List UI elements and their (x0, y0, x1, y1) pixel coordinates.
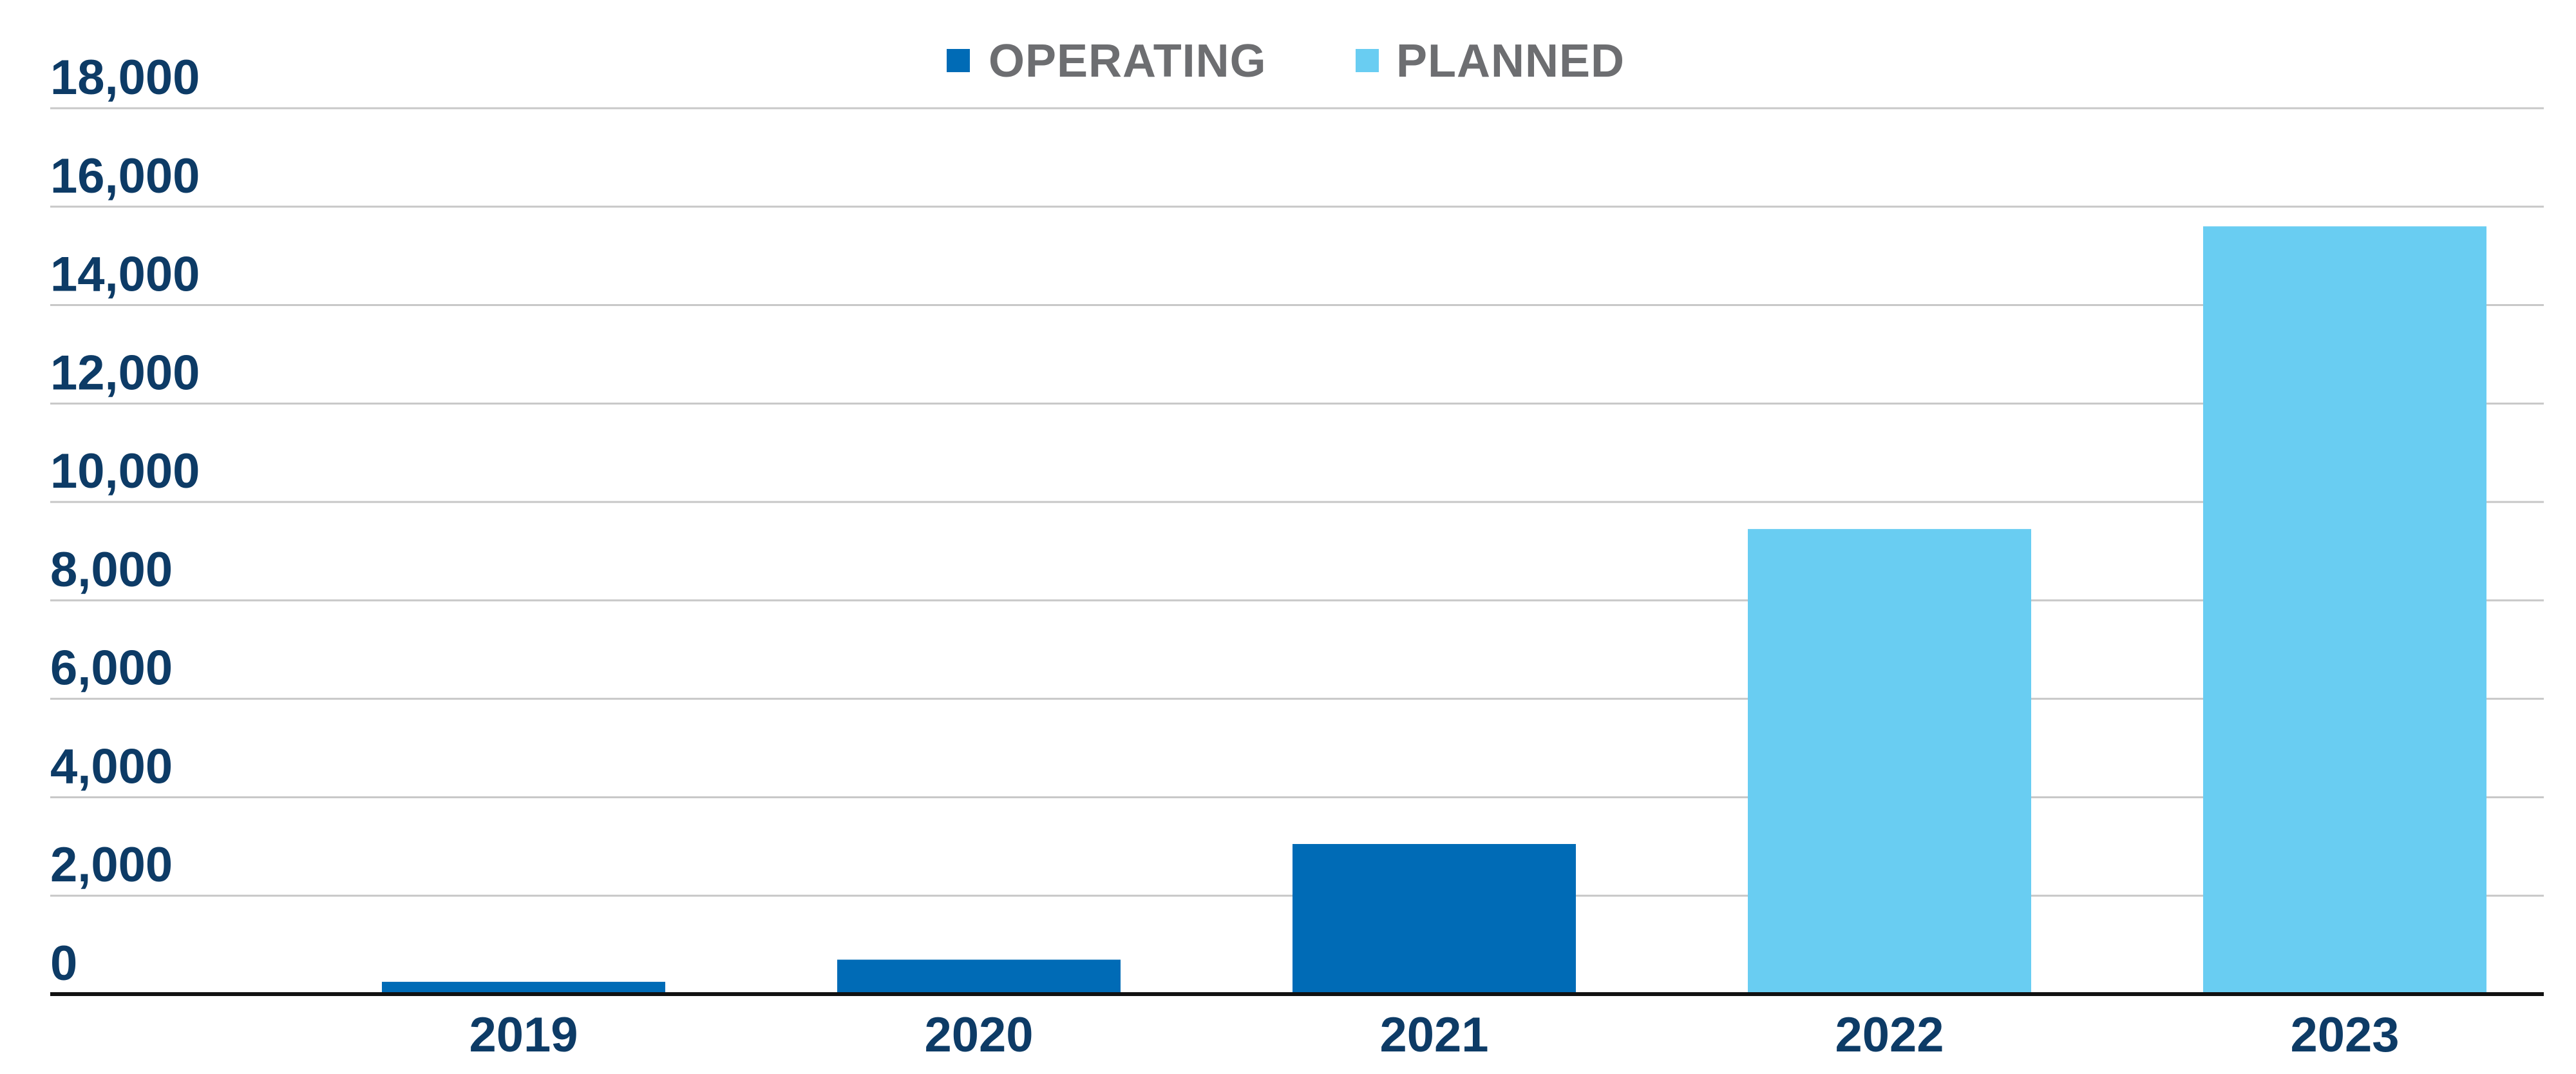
bars (382, 226, 2486, 994)
y-tick-label: 14,000 (50, 247, 200, 302)
y-axis-tick-labels: 0 2,000 4,000 6,000 8,000 10,000 12,000 14,000 1… (50, 50, 200, 991)
y-tick-label: 18,000 (50, 50, 200, 105)
x-tick-label: 2020 (924, 1008, 1033, 1062)
legend-label-planned: PLANNED (1396, 35, 1625, 87)
legend-swatch-operating (947, 49, 970, 72)
bar-2020-operating (837, 959, 1121, 994)
y-tick-label: 10,000 (50, 444, 200, 499)
y-tick-label: 8,000 (50, 542, 173, 597)
y-tick-label: 12,000 (50, 345, 200, 400)
legend-label-operating: OPERATING (989, 35, 1267, 87)
bar-2021-operating (1293, 844, 1576, 994)
y-tick-label: 4,000 (50, 739, 173, 794)
x-tick-label: 2022 (1835, 1008, 1944, 1062)
x-tick-label: 2021 (1379, 1008, 1488, 1062)
y-tick-label: 2,000 (50, 838, 173, 892)
bar-2023-planned (2203, 226, 2486, 994)
gridlines (50, 107, 2544, 897)
legend: OPERATING PLANNED (947, 35, 1625, 87)
y-tick-label: 0 (50, 936, 77, 991)
x-tick-label: 2023 (2290, 1008, 2399, 1062)
y-tick-label: 16,000 (50, 149, 200, 204)
legend-swatch-planned (1356, 49, 1379, 72)
y-tick-label: 6,000 (50, 641, 173, 696)
bar-2022-planned (1748, 529, 2031, 994)
bar-2019-operating (382, 981, 665, 994)
x-axis-tick-labels: 2019 2020 2021 2022 2023 (469, 1008, 2399, 1062)
x-tick-label: 2019 (469, 1008, 578, 1062)
